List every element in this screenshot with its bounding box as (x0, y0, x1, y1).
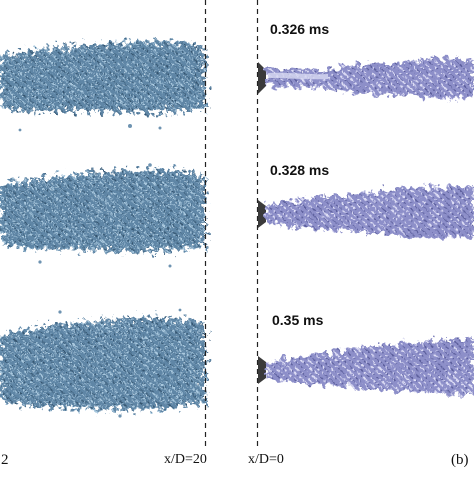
right-panel (258, 58, 474, 394)
left-jet-3 (0, 318, 205, 411)
timestamp-2: 0.328 ms (270, 162, 330, 178)
marker-x-d-20: x/D=20 (164, 452, 207, 467)
nozzle-2 (258, 200, 266, 228)
left-jet-1 (0, 41, 205, 113)
left-panel (0, 41, 205, 411)
left-jet-2 (0, 169, 205, 252)
right-jet-3 (266, 338, 474, 394)
marker-x-d-0: x/D=0 (248, 452, 284, 467)
panel-label-b: (b) (451, 452, 469, 468)
nozzle-3 (258, 356, 266, 384)
right-jet-2 (266, 186, 474, 237)
right-jet-1 (266, 58, 474, 99)
left-droplets (18, 124, 192, 418)
nozzle-1 (258, 62, 266, 94)
timestamp-3: 0.35 ms (272, 312, 324, 328)
timestamp-1: 0.326 ms (270, 21, 330, 37)
left-panel-label-fragment: 2 (1, 452, 9, 468)
